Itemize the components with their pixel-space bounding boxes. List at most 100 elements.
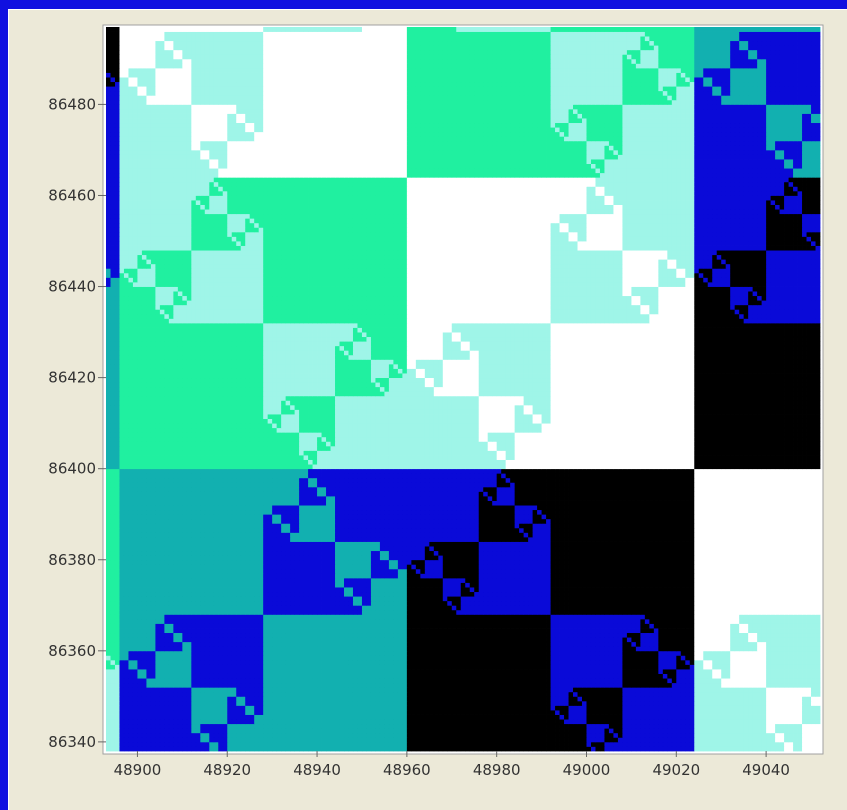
heatmap-cell: [133, 674, 138, 679]
heatmap-cell: [600, 701, 605, 706]
heatmap-cell: [393, 701, 398, 706]
heatmap-cell: [380, 678, 385, 683]
heatmap-cell: [793, 637, 798, 642]
heatmap-cell: [667, 619, 672, 624]
heatmap-cell: [232, 642, 237, 647]
heatmap-cell: [232, 651, 237, 656]
heatmap-cell: [771, 642, 776, 647]
heatmap-cell: [703, 633, 708, 638]
heatmap-cell: [564, 683, 569, 688]
heatmap-cell: [353, 696, 358, 701]
heatmap-cell: [730, 655, 735, 660]
heatmap-cell: [322, 715, 327, 720]
heatmap-cell: [344, 701, 349, 706]
heatmap-cell: [254, 710, 259, 715]
heatmap-cell: [425, 715, 430, 720]
heatmap-cell: [694, 633, 699, 638]
heatmap-cell: [551, 624, 556, 629]
heatmap-cell: [645, 701, 650, 706]
heatmap-cell: [533, 674, 538, 679]
heatmap-cell: [789, 678, 794, 683]
heatmap-cell: [802, 669, 807, 674]
heatmap-cell: [272, 637, 277, 642]
heatmap-cell: [681, 619, 686, 624]
heatmap-cell: [420, 683, 425, 688]
heatmap-cell: [384, 628, 389, 633]
heatmap-cell: [304, 624, 309, 629]
heatmap-cell: [501, 642, 506, 647]
heatmap-cell: [528, 678, 533, 683]
heatmap-cell: [560, 710, 565, 715]
heatmap-cell: [618, 692, 623, 697]
heatmap-cell: [236, 710, 241, 715]
heatmap-cell: [133, 683, 138, 688]
heatmap-cell: [357, 646, 362, 651]
heatmap-cell: [133, 746, 138, 751]
heatmap-cell: [649, 628, 654, 633]
heatmap-cell: [263, 651, 268, 656]
heatmap-cell: [564, 664, 569, 669]
heatmap-cell: [402, 724, 407, 729]
heatmap-cell: [340, 687, 345, 692]
heatmap-cell: [793, 746, 798, 751]
heatmap-cell: [461, 637, 466, 642]
heatmap-cell: [425, 624, 430, 629]
heatmap-cell: [299, 628, 304, 633]
heatmap-cell: [182, 646, 187, 651]
heatmap-cell: [344, 746, 349, 751]
heatmap-cell: [595, 746, 600, 751]
heatmap-cell: [631, 705, 636, 710]
heatmap-cell: [546, 692, 551, 697]
heatmap-cell: [515, 651, 520, 656]
heatmap-cell: [798, 746, 803, 751]
heatmap-cell: [106, 619, 111, 624]
heatmap-cell: [331, 719, 336, 724]
heatmap-cell: [335, 742, 340, 747]
heatmap-cell: [775, 742, 780, 747]
heatmap-cell: [474, 733, 479, 738]
heatmap-cell: [663, 696, 668, 701]
heatmap-cell: [164, 624, 169, 629]
heatmap-cell: [443, 733, 448, 738]
heatmap-cell: [798, 705, 803, 710]
heatmap-cell: [128, 728, 133, 733]
heatmap-cell: [371, 687, 376, 692]
heatmap-cell: [766, 724, 771, 729]
heatmap-cell: [259, 719, 264, 724]
heatmap-cell: [658, 655, 663, 660]
heatmap-cell: [214, 710, 219, 715]
heatmap-cell: [582, 669, 587, 674]
heatmap-cell: [205, 724, 210, 729]
heatmap-cell: [582, 633, 587, 638]
heatmap-cell: [268, 715, 273, 720]
heatmap-cell: [726, 664, 731, 669]
heatmap-cell: [209, 715, 214, 720]
heatmap-cell: [438, 701, 443, 706]
heatmap-cell: [272, 674, 277, 679]
heatmap-cell: [569, 628, 574, 633]
heatmap-cell: [402, 715, 407, 720]
heatmap-cell: [209, 619, 214, 624]
heatmap-cell: [313, 637, 318, 642]
heatmap-cell: [492, 737, 497, 742]
heatmap-cell: [205, 660, 210, 665]
heatmap-cell: [443, 701, 448, 706]
heatmap-cell: [694, 737, 699, 742]
heatmap-cell: [807, 724, 812, 729]
heatmap-cell: [816, 746, 821, 751]
heatmap-cell: [757, 674, 762, 679]
heatmap-cell: [569, 742, 574, 747]
heatmap-cell: [681, 646, 686, 651]
heatmap-cell: [816, 633, 821, 638]
heatmap-cell: [694, 692, 699, 697]
heatmap-cell: [124, 660, 129, 665]
heatmap-cell: [106, 737, 111, 742]
heatmap-cell: [187, 715, 192, 720]
heatmap-cell: [357, 733, 362, 738]
heatmap-cell: [200, 674, 205, 679]
heatmap-cell: [151, 633, 156, 638]
heatmap-cell: [479, 687, 484, 692]
heatmap-cell: [250, 746, 255, 751]
heatmap-cell: [748, 674, 753, 679]
heatmap-cell: [434, 701, 439, 706]
